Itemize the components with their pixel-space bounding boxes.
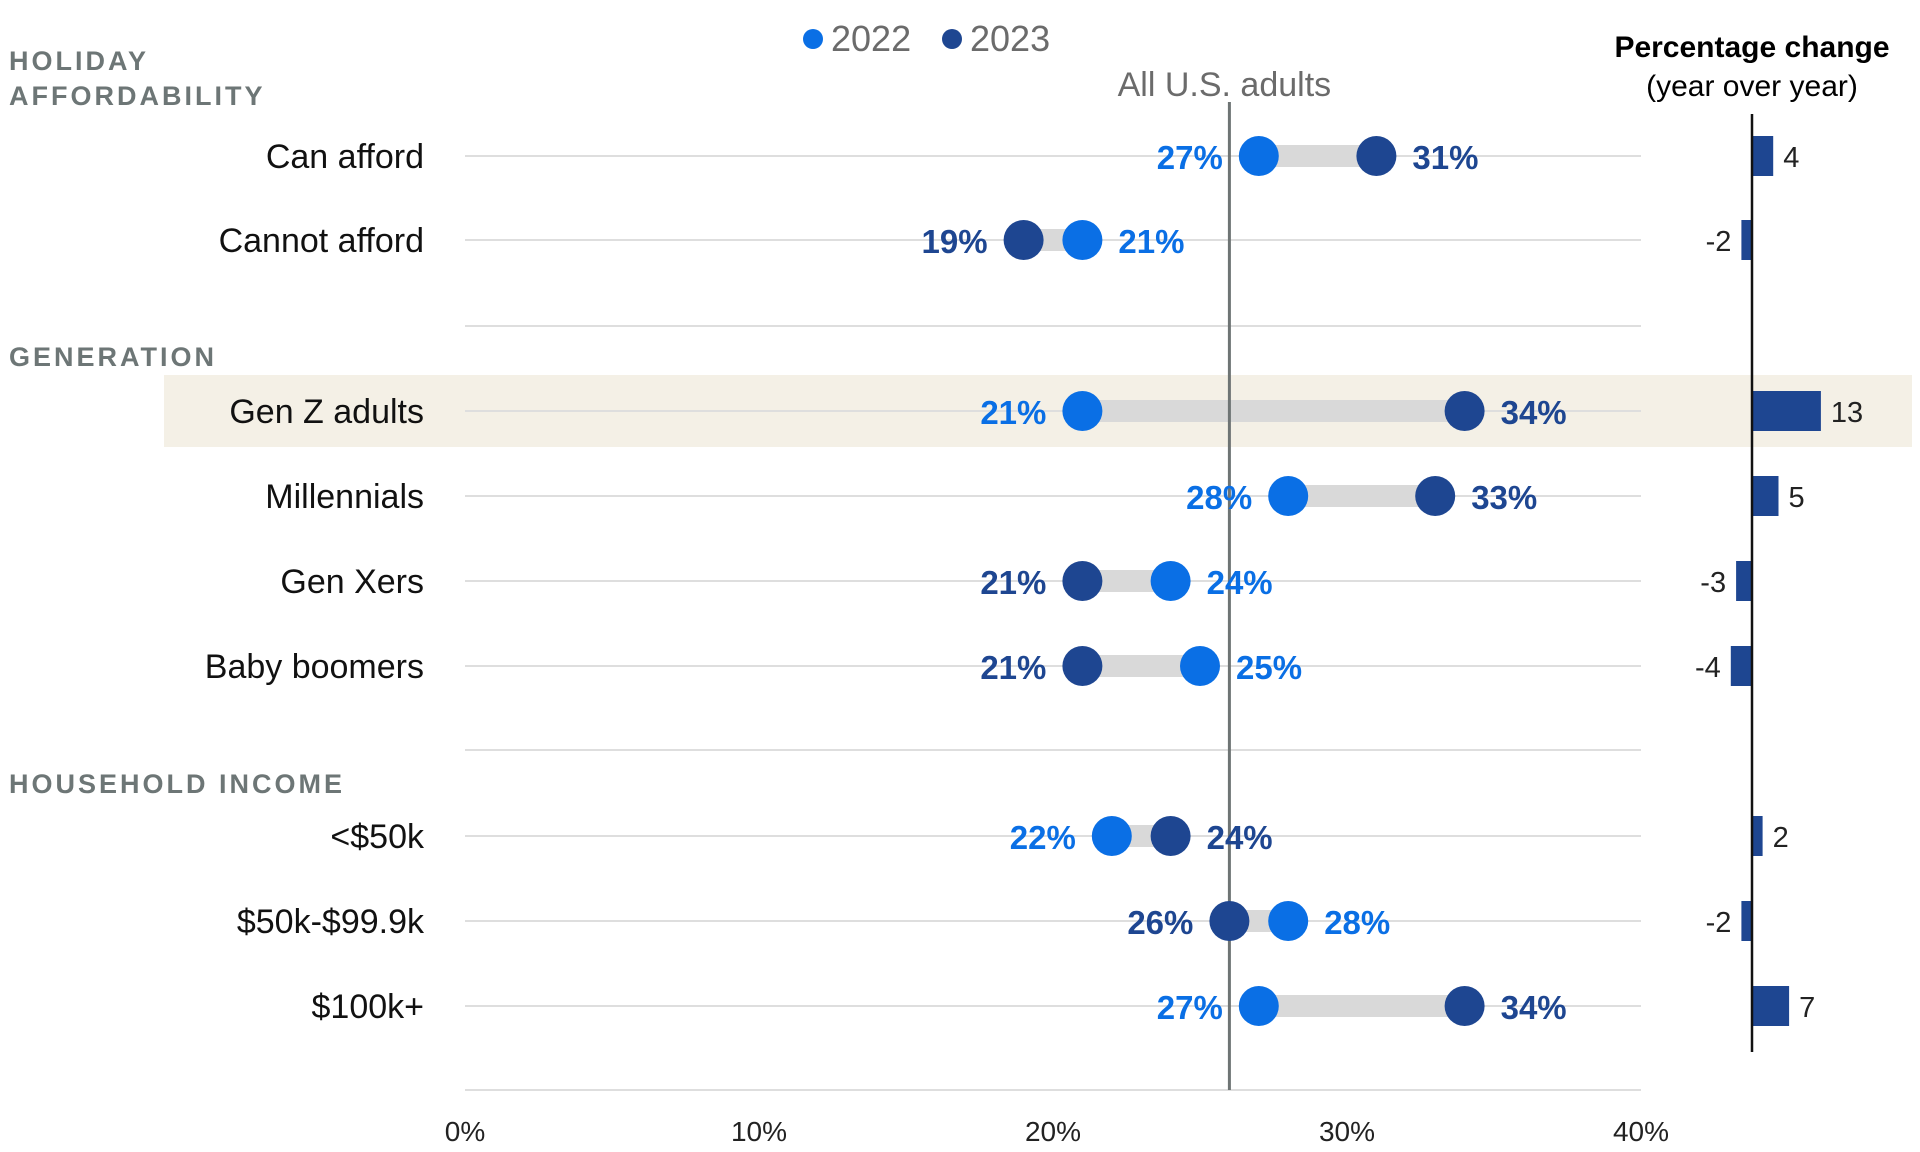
change-label: 5 — [1789, 482, 1805, 514]
value-label-2023: 34% — [1501, 989, 1567, 1026]
value-label-2022: 25% — [1236, 649, 1302, 686]
legend-marker-2022 — [803, 29, 823, 49]
dot-2023 — [1415, 476, 1456, 516]
group-heading: HOUSEHOLD INCOME — [9, 769, 345, 799]
change-bar — [1736, 561, 1752, 601]
dot-2023 — [1062, 646, 1103, 686]
change-label: 4 — [1783, 142, 1799, 174]
row-label: $100k+ — [312, 988, 425, 1026]
change-panel-subtitle: (year over year) — [1646, 70, 1858, 103]
change-bar — [1741, 901, 1752, 941]
group-heading: GENERATION — [9, 342, 217, 372]
value-label-2022: 27% — [1157, 989, 1223, 1026]
value-label-2023: 21% — [980, 649, 1046, 686]
change-label: 2 — [1773, 822, 1789, 854]
value-label-2022: 28% — [1186, 479, 1252, 516]
dot-2023 — [1356, 136, 1397, 176]
legend-label-2023: 2023 — [970, 18, 1050, 59]
change-bar — [1752, 816, 1763, 856]
x-tick-label: 30% — [1319, 1116, 1375, 1147]
change-bar — [1752, 391, 1821, 431]
legend-marker-2023 — [942, 29, 962, 49]
value-label-2023: 24% — [1207, 819, 1273, 856]
row-label: Baby boomers — [205, 648, 424, 686]
dot-2022 — [1091, 816, 1132, 856]
change-label: -2 — [1706, 907, 1732, 939]
row-label: <$50k — [330, 818, 425, 856]
value-label-2023: 19% — [922, 223, 988, 260]
change-panel-title: Percentage change — [1614, 31, 1889, 64]
change-bar — [1741, 220, 1752, 260]
value-label-2023: 33% — [1471, 479, 1537, 516]
gridlines — [465, 155, 1641, 1091]
change-label: 7 — [1799, 992, 1815, 1024]
legend: 2022 2023 — [803, 18, 1050, 59]
value-label-2022: 21% — [980, 394, 1046, 431]
dot-2023 — [1003, 220, 1044, 260]
value-label-2022: 27% — [1157, 139, 1223, 176]
row-label: Cannot afford — [219, 222, 424, 260]
dot-2022 — [1268, 901, 1309, 941]
x-tick-label: 20% — [1025, 1116, 1081, 1147]
dumbbell-dots — [1003, 136, 1485, 1026]
change-bar — [1752, 476, 1779, 516]
row-label: Gen Z adults — [229, 393, 424, 431]
dot-2022 — [1238, 136, 1279, 176]
change-label: -4 — [1695, 652, 1721, 684]
dot-2022 — [1268, 476, 1309, 516]
value-label-2023: 31% — [1412, 139, 1478, 176]
dot-2022 — [1150, 561, 1191, 601]
dot-2023 — [1209, 901, 1250, 941]
value-label-2023: 34% — [1501, 394, 1567, 431]
value-label-2022: 21% — [1118, 223, 1184, 260]
change-bar — [1752, 986, 1790, 1026]
value-label-2022: 28% — [1324, 904, 1390, 941]
row-label: $50k-$99.9k — [237, 903, 425, 941]
change-label: -3 — [1700, 567, 1726, 599]
x-tick-label: 10% — [731, 1116, 787, 1147]
dot-2022 — [1062, 391, 1103, 431]
row-label: Gen Xers — [280, 563, 424, 601]
value-label-2023: 21% — [980, 564, 1046, 601]
dot-2023 — [1444, 986, 1485, 1026]
change-label: -2 — [1706, 226, 1732, 258]
group-heading: HOLIDAY — [9, 46, 149, 76]
dot-2023 — [1062, 561, 1103, 601]
row-label: Can afford — [266, 138, 424, 176]
change-bar — [1730, 646, 1752, 686]
dot-2022 — [1238, 986, 1279, 1026]
dot-2023 — [1444, 391, 1485, 431]
change-bar — [1752, 136, 1774, 176]
legend-label-2022: 2022 — [831, 18, 911, 59]
row-label: Millennials — [265, 478, 424, 516]
reference-label: All U.S. adults — [1118, 66, 1332, 104]
x-tick-label: 0% — [445, 1116, 485, 1147]
group-heading: AFFORDABILITY — [9, 81, 265, 111]
value-label-2022: 24% — [1207, 564, 1273, 601]
dot-2023 — [1150, 816, 1191, 856]
change-label: 13 — [1831, 397, 1863, 429]
dot-2022 — [1062, 220, 1103, 260]
value-label-2022: 22% — [1010, 819, 1076, 856]
change-panel: Percentage change (year over year) 4 -2 13… — [1614, 31, 1890, 1052]
x-tick-label: 40% — [1613, 1116, 1669, 1147]
dot-2022 — [1180, 646, 1220, 686]
value-label-2023: 26% — [1127, 904, 1193, 941]
